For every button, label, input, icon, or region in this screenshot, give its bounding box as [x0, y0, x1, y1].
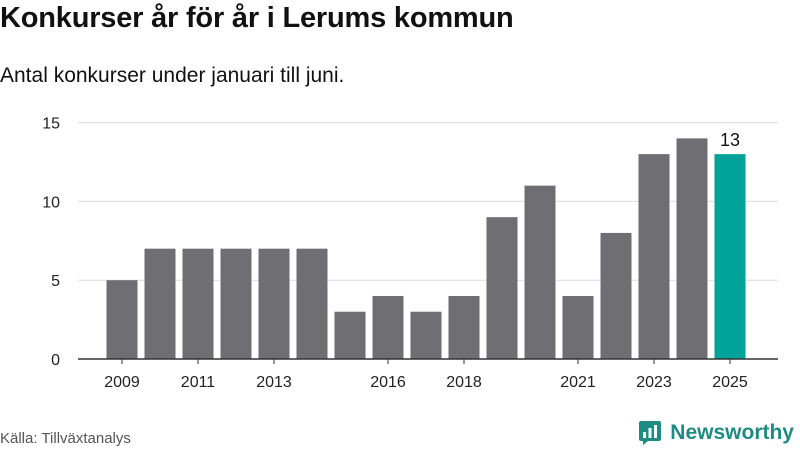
y-tick-label-0: 0: [51, 352, 60, 369]
x-tick-label-2021: 2021: [560, 374, 596, 391]
bar-2023: [638, 154, 670, 359]
y-tick-label-10: 10: [42, 194, 60, 211]
bar-2013: [258, 248, 290, 359]
bars: [106, 138, 746, 359]
bar-2009: [106, 280, 138, 359]
bar-2010: [144, 248, 176, 359]
x-tick-label-2013: 2013: [256, 374, 292, 391]
bar-2024: [676, 138, 708, 359]
bar-2022: [600, 232, 632, 359]
bar-2018: [448, 295, 480, 359]
chart-title: Konkurser år för år i Lerums kommun: [0, 2, 514, 34]
bar-2014: [296, 248, 328, 359]
x-tick-label-2009: 2009: [104, 374, 140, 391]
bar-2015: [334, 311, 366, 359]
value-label-2025: 13: [720, 130, 740, 150]
x-tick-label-2023: 2023: [636, 374, 672, 391]
bar-chart: 0 5 10 15 13 2009 2011 2013 2016 2018 2021 2023 2025: [42, 116, 778, 391]
axes: [78, 358, 778, 364]
x-tick-label-2016: 2016: [370, 374, 406, 391]
chart-subtitle: Antal konkurser under januari till juni.: [0, 64, 345, 87]
bar-2019: [486, 217, 518, 359]
newsworthy-logo-icon: [639, 421, 662, 445]
labels: 0 5 10 15 13 2009 2011 2013 2016 2018 2021 2023 2025: [42, 116, 748, 391]
source-note: Källa: Tillväxtanalys: [0, 430, 131, 447]
y-tick-label-5: 5: [51, 273, 60, 290]
bar-2016: [372, 295, 404, 359]
x-tick-label-2018: 2018: [446, 374, 482, 391]
bar-2021: [562, 295, 594, 359]
bar-2020: [524, 185, 556, 359]
y-tick-label-15: 15: [42, 116, 60, 133]
brand-logo[interactable]: Newsworthy: [638, 420, 794, 446]
x-tick-label-2011: 2011: [181, 374, 216, 391]
bar-2011: [182, 248, 214, 359]
bar-2017: [410, 311, 442, 359]
brand-name: Newsworthy: [670, 421, 794, 444]
bar-2012: [220, 248, 252, 359]
x-tick-label-2025: 2025: [712, 374, 748, 391]
bar-2025: [714, 154, 746, 359]
